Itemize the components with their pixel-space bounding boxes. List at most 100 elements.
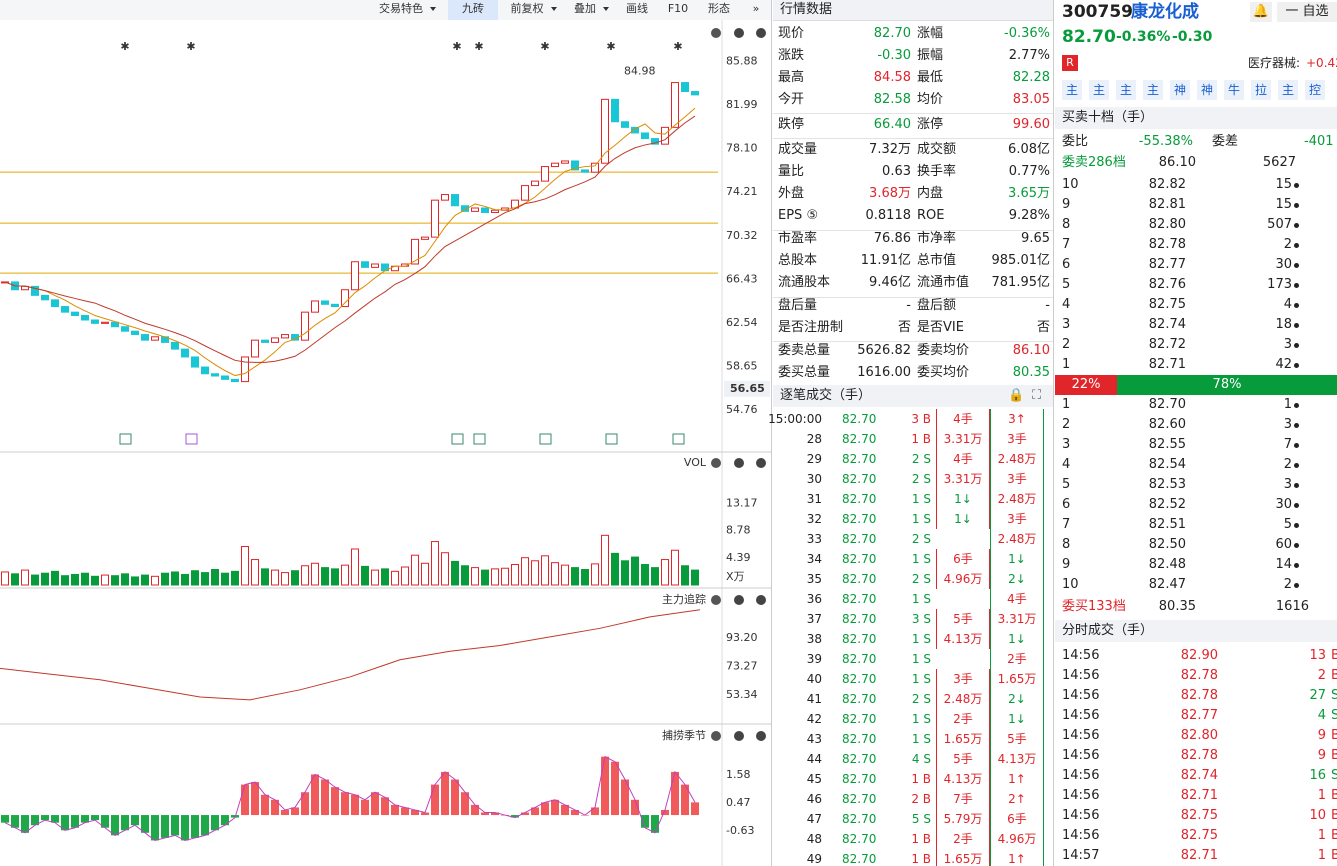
depth-price: 82.81 [1148, 197, 1186, 212]
candle [361, 261, 369, 268]
depth-dot [1294, 463, 1299, 468]
season-bar [31, 815, 39, 826]
panel-icon[interactable] [734, 458, 744, 468]
volume-bar [661, 559, 669, 586]
quote-value: 9.28% [1008, 208, 1050, 223]
season-bar [601, 756, 609, 816]
bell-button[interactable]: 🔔 [1250, 2, 1272, 22]
volume-bar [511, 564, 519, 586]
fullscreen-icon[interactable]: ⛶ [1032, 388, 1042, 403]
order-box: 3↑ [990, 409, 1044, 429]
panel-icon[interactable] [756, 595, 766, 605]
tick-volume: 1 S [911, 512, 931, 526]
order-box: 7手 [936, 789, 990, 809]
tick-price: 82.70 [842, 732, 877, 746]
toolbar-button[interactable]: 交易特色 [379, 1, 423, 15]
depth-volume: 30 [1275, 497, 1292, 512]
chip[interactable]: 主 [1116, 80, 1136, 100]
candle [581, 169, 589, 173]
quote-value: 84.58 [873, 70, 911, 85]
candle [151, 336, 159, 341]
chip[interactable]: 神 [1197, 80, 1217, 100]
toolbar-button[interactable]: 形态 [708, 2, 730, 15]
order-box: 2↑ [990, 789, 1044, 809]
order-box: 4手 [936, 449, 990, 469]
depth-price: 82.76 [1148, 277, 1186, 292]
quote-value: 0.77% [1008, 164, 1050, 179]
volume-bar [501, 567, 509, 586]
quote-label: 内盘 [917, 186, 944, 201]
volume-bar [181, 573, 189, 586]
chip[interactable]: 主 [1089, 80, 1109, 100]
panel-icon[interactable] [756, 731, 766, 741]
panel-icon[interactable] [711, 731, 721, 741]
tick-volume: 4 S [911, 752, 931, 766]
toolbar-button[interactable]: 画线 [626, 1, 648, 15]
season-bar [371, 792, 379, 816]
depth-label: 委买133档 [1062, 599, 1126, 614]
chip[interactable]: 牛 [1224, 80, 1244, 100]
quote-label: 外盘 [778, 186, 805, 201]
volume-bar [221, 572, 229, 586]
depth-label: 委差 [1212, 134, 1239, 149]
row-divider [773, 138, 1053, 139]
depth-level: 9 [1062, 557, 1071, 572]
candle [321, 300, 329, 305]
season-bar [631, 799, 639, 816]
tick-time: 48 [806, 832, 822, 846]
volume-bar [91, 575, 99, 586]
trade-volume: 27 [1309, 688, 1326, 703]
chip[interactable]: 控 [1305, 80, 1325, 100]
season-bar [221, 815, 229, 826]
chip[interactable]: 拉 [1251, 80, 1271, 100]
candle [371, 263, 379, 268]
panel-icon[interactable] [756, 458, 766, 468]
candle [561, 160, 569, 164]
order-box: 1↓ [936, 509, 990, 529]
tick-time: 38 [806, 632, 822, 646]
panel-icon[interactable] [711, 595, 721, 605]
quote-value: 9.46亿 [869, 275, 911, 290]
depth-volume: 14 [1275, 557, 1292, 572]
panel-icon[interactable] [734, 731, 744, 741]
toolbar-button[interactable]: 九砖 [462, 1, 484, 15]
quote-label: 委买均价 [917, 365, 970, 380]
tick-volume: 2 S [911, 452, 931, 466]
depth-dot [1294, 363, 1299, 368]
tick-price: 82.70 [842, 632, 877, 646]
trade-side: B [1331, 668, 1337, 683]
candle [691, 91, 699, 96]
volume-bar [21, 569, 29, 586]
chip[interactable]: 主 [1278, 80, 1298, 100]
trade-price: 82.90 [1180, 648, 1218, 663]
toolbar-button[interactable]: 前复权 [511, 1, 544, 15]
depth-volume: 2 [1283, 457, 1292, 472]
panel-icon[interactable] [711, 28, 721, 38]
chip[interactable]: 神 [1170, 80, 1190, 100]
panel-icon[interactable] [734, 28, 744, 38]
chip[interactable]: 主 [1062, 80, 1082, 100]
order-box: 1↑ [990, 849, 1044, 866]
follow-button[interactable]: 一 自选 [1277, 2, 1337, 22]
tick-time: 40 [806, 672, 822, 686]
star-marker: ✱ [452, 40, 461, 53]
toolbar-button[interactable]: 叠加 [574, 2, 596, 15]
tick-time: 49 [806, 852, 822, 866]
panel-header [1055, 107, 1337, 129]
panel-icon[interactable] [756, 28, 766, 38]
track-tick: 53.34 [726, 688, 758, 701]
panel-icon[interactable] [711, 458, 721, 468]
season-bar [301, 792, 309, 816]
tick-time: 32 [806, 512, 822, 526]
depth-level: 5 [1062, 277, 1071, 292]
chip[interactable]: 主 [1143, 80, 1163, 100]
stock-code: 300759 [1062, 2, 1133, 22]
panel-icon[interactable] [734, 595, 744, 605]
trade-volume: 16 [1309, 768, 1326, 783]
season-bar [511, 815, 519, 818]
tick-volume: 2 S [911, 532, 931, 546]
tick-volume: 2 S [911, 572, 931, 586]
volume-bar [51, 570, 59, 586]
toolbar-button[interactable]: F10 [668, 2, 688, 15]
